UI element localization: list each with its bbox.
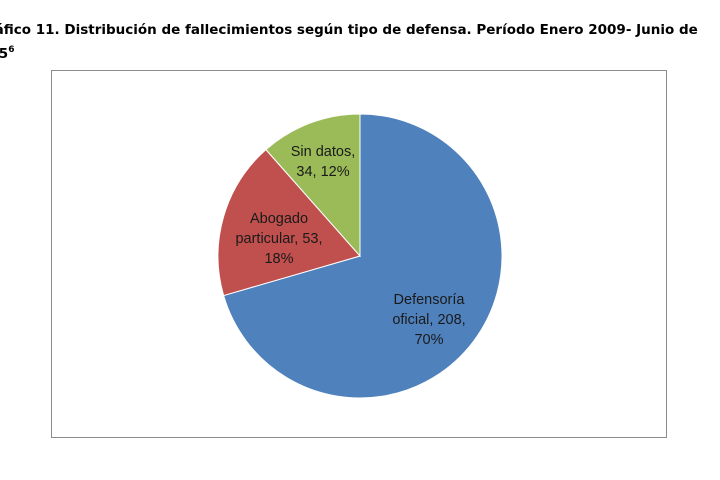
slice-label-line: oficial, 208, <box>392 312 465 328</box>
slice-label-line: Abogado <box>250 211 308 227</box>
pie-slice-sin-datos <box>265 113 361 258</box>
caption-line-1: ráfico 11. Distribución de fallecimiento… <box>0 22 698 38</box>
caption-footnote-marker: 6 <box>8 45 15 55</box>
pie-chart: Defensoría oficial, 208, 70% Abogado particu… <box>217 113 503 399</box>
slice-label-abogado-particular: Abogado particular, 53, 18% <box>235 211 322 267</box>
pie-slice-abogado-particular <box>217 148 361 297</box>
slice-label-defensor-a-oficial: Defensoría oficial, 208, 70% <box>392 292 465 348</box>
slice-label-line: 70% <box>414 332 443 348</box>
pie-slice-defensor-a-oficial <box>222 113 503 399</box>
chart-area: Defensoría oficial, 208, 70% Abogado particu… <box>51 70 667 438</box>
slice-label-sin-datos: Sin datos, 34, 12% <box>291 144 356 180</box>
slice-label-line: Sin datos, <box>291 144 356 160</box>
slice-label-line: Defensoría <box>394 292 466 308</box>
slice-label-line: 18% <box>264 251 293 267</box>
slice-label-line: particular, 53, <box>235 231 322 247</box>
figure-caption: ráfico 11. Distribución de fallecimiento… <box>0 18 720 66</box>
slice-label-line: 34, 12% <box>296 164 349 180</box>
caption-line-2: 0156 <box>0 42 720 66</box>
caption-year-fragment: 015 <box>0 46 9 62</box>
